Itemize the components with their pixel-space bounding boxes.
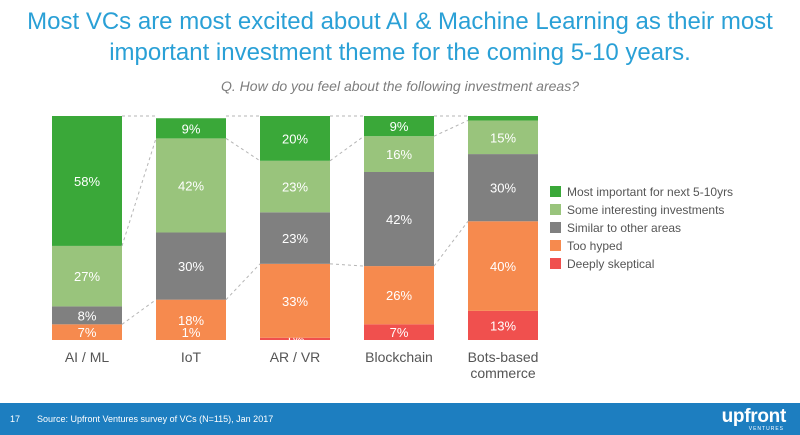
data-label-blockchain-some-interesting-investments: 16%	[386, 147, 412, 162]
upfront-logo: upfront	[721, 406, 787, 427]
bar-segment-blockchain-most-important-for-next-5-10yrs	[364, 116, 434, 137]
bar-segment-bots-based-commerce-similar-to-other-areas	[468, 154, 538, 222]
bar-segment-ar-vr-deeply-skeptical	[260, 337, 330, 340]
data-label-ai-ml-too-hyped: 7%	[78, 325, 97, 340]
bar-segment-bots-based-commerce-too-hyped	[468, 221, 538, 311]
bar-segment-blockchain-too-hyped	[364, 266, 434, 325]
category-label-ar-vr: AR / VR	[270, 349, 321, 365]
data-label-ai-ml-most-important-for-next-5-10yrs: 58%	[74, 174, 100, 189]
legend-swatch-similar-to-other-areas	[550, 222, 561, 233]
survey-question: Q. How do you feel about the following i…	[221, 78, 579, 94]
connector-most-4	[433, 120, 469, 137]
legend-label-deeply-skeptical: Deeply skeptical	[567, 257, 654, 271]
data-label-ai-ml-some-interesting-investments: 27%	[74, 269, 100, 284]
bar-segment-blockchain-deeply-skeptical	[364, 324, 434, 340]
bar-segment-iot-some-interesting-investments	[156, 138, 226, 233]
connector-most-2	[225, 137, 261, 162]
bar-segment-ai-ml-most-important-for-next-5-10yrs	[52, 116, 122, 246]
connector-similar-2	[225, 263, 261, 301]
data-label-iot-some-interesting-investments: 42%	[178, 178, 204, 193]
bar-segment-bots-based-commerce-some-interesting-investments	[468, 120, 538, 155]
data-label-blockchain-similar-to-other-areas: 42%	[386, 212, 412, 227]
bar-segment-blockchain-similar-to-other-areas	[364, 172, 434, 267]
chart-title-line-1: Most VCs are most excited about AI & Mac…	[27, 8, 773, 35]
legend-label-some-interesting-investments: Some interesting investments	[567, 203, 724, 217]
page-number: 17	[10, 414, 21, 424]
bar-segment-bots-based-commerce-most-important-for-next-5-10yrs	[468, 116, 538, 121]
data-label-ar-vr-similar-to-other-areas: 23%	[282, 231, 308, 246]
data-label-blockchain-deeply-skeptical: 7%	[390, 325, 409, 340]
legend-label-most-important-for-next-5-10yrs: Most important for next 5-10yrs	[567, 185, 733, 199]
category-label-ai-ml: AI / ML	[65, 349, 110, 365]
data-label-ar-vr-too-hyped: 33%	[282, 294, 308, 309]
data-label-iot-most-important-for-next-5-10yrs: 9%	[182, 121, 201, 136]
legend-swatch-too-hyped	[550, 240, 561, 251]
data-label-bots-based-commerce-deeply-skeptical: 13%	[490, 318, 516, 333]
legend-swatch-some-interesting-investments	[550, 204, 561, 215]
data-label-overlay-iot: 1%	[182, 325, 201, 340]
data-label-iot-similar-to-other-areas: 30%	[178, 259, 204, 274]
data-label-blockchain-too-hyped: 26%	[386, 288, 412, 303]
legend-swatch-most-important-for-next-5-10yrs	[550, 186, 561, 197]
bar-segment-ai-ml-similar-to-other-areas	[52, 306, 122, 325]
category-label-iot: IoT	[181, 349, 202, 365]
connector-similar-3	[329, 263, 365, 267]
category-label-bots-based-commerce-line-2: commerce	[470, 365, 536, 381]
connector-most-3	[329, 135, 365, 162]
upfront-logo-subtext: VENTURES	[748, 426, 784, 432]
bar-segment-ar-vr-some-interesting-investments	[260, 160, 330, 213]
legend-swatch-deeply-skeptical	[550, 258, 561, 269]
data-label-ar-vr-some-interesting-investments: 23%	[282, 180, 308, 195]
bar-segment-ai-ml-some-interesting-investments	[52, 245, 122, 307]
data-label-iot-too-hyped: 18%	[178, 313, 204, 328]
category-label-blockchain: Blockchain	[365, 349, 433, 365]
bar-segment-iot-most-important-for-next-5-10yrs	[156, 118, 226, 139]
chart-title: Most VCs are most excited about AI & Mac…	[0, 6, 800, 68]
data-label-bots-based-commerce-similar-to-other-areas: 30%	[490, 181, 516, 196]
source-note: Source: Upfront Ventures survey of VCs (…	[37, 414, 274, 424]
legend-label-too-hyped: Too hyped	[567, 239, 622, 253]
data-label-bots-based-commerce-some-interesting-investments: 15%	[490, 130, 516, 145]
bar-segment-ar-vr-too-hyped	[260, 263, 330, 338]
data-label-blockchain-most-important-for-next-5-10yrs: 9%	[390, 119, 409, 134]
bar-segment-iot-similar-to-other-areas	[156, 232, 226, 300]
data-label-ar-vr-most-important-for-next-5-10yrs: 20%	[282, 131, 308, 146]
data-label-ai-ml-similar-to-other-areas: 8%	[78, 308, 97, 323]
bar-segment-ar-vr-similar-to-other-areas	[260, 212, 330, 264]
footer-bar: 17 Source: Upfront Ventures survey of VC…	[0, 403, 800, 435]
data-label-bots-based-commerce-too-hyped: 40%	[490, 259, 516, 274]
chart-title-line-2: important investment theme for the comin…	[109, 39, 691, 66]
connector-similar-4	[433, 220, 469, 267]
category-label-bots-based-commerce-line-1: Bots-based	[468, 349, 539, 365]
bar-segment-iot-too-hyped	[156, 299, 226, 340]
bar-segment-ar-vr-most-important-for-next-5-10yrs	[260, 116, 330, 161]
stacked-bar-chart: 7% 8% 27% 58% AI / ML 18% 30% 42% 9% IoT 1% 33% 23% 2…	[52, 115, 733, 381]
bar-segment-bots-based-commerce-deeply-skeptical	[468, 310, 538, 340]
connector-similar-1	[121, 299, 157, 325]
bar-segment-blockchain-some-interesting-investments	[364, 136, 434, 172]
legend-label-similar-to-other-areas: Similar to other areas	[567, 221, 681, 235]
connector-most-1	[121, 138, 157, 247]
bar-segment-ai-ml-too-hyped	[52, 324, 122, 340]
